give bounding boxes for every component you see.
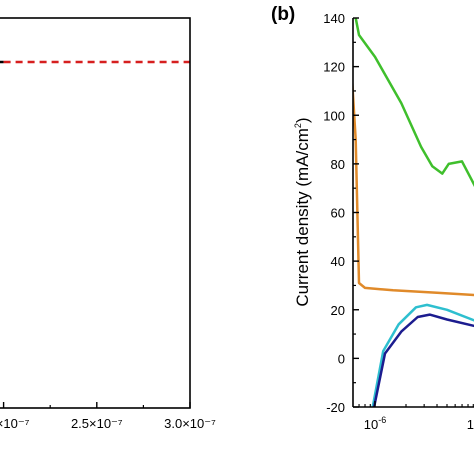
- panel-b-y-tick-label: 0: [338, 351, 345, 366]
- panel-b-y-axis-title: Current density (mA/cm2): [293, 117, 312, 306]
- x-tick-exponent: -6: [378, 415, 386, 425]
- panel-a-x-tick-label: 3.0×10⁻⁷: [164, 416, 216, 431]
- panel-b-series: [353, 18, 474, 407]
- panel-a-ticks: 2.0×10⁻⁷ 2.5×10⁻⁷ 3.0×10⁻⁷: [0, 402, 216, 431]
- panel-b-series-line-3: [372, 313, 474, 407]
- panel-b-y-tick-label: 120: [323, 60, 345, 75]
- panel-a-x-tick-label: 2.5×10⁻⁷: [71, 416, 123, 431]
- y-axis-title-sup: 2: [293, 123, 303, 128]
- panel-b: (b) Current density (mA/cm2) -20 0 20 40 60 8…: [271, 4, 474, 432]
- panel-b-series-line-0: [354, 18, 474, 188]
- x-tick-base: 10: [364, 417, 378, 432]
- panel-b-y-tick-label: 80: [331, 157, 345, 172]
- y-axis-title-end: ): [293, 117, 312, 123]
- panel-a-x-tick-label: 2.0×10⁻⁷: [0, 416, 30, 431]
- panel-b-label: (b): [271, 4, 295, 25]
- panel-b-series-line-2: [371, 303, 474, 407]
- panel-b-y-tick-label: -20: [326, 400, 345, 415]
- y-axis-title-main: Current density (mA/cm: [293, 128, 312, 307]
- panel-b-y-tick-label: 60: [331, 206, 345, 221]
- panel-b-x-tick-label: 10-5: [467, 415, 474, 432]
- panel-a-frame: [0, 17, 191, 409]
- panel-b-series-line-1: [353, 74, 474, 297]
- panel-b-y-tick-label: 100: [323, 108, 345, 123]
- panel-b-y-tick-label: 40: [331, 254, 345, 269]
- panel-b-y-tick-label: 140: [323, 11, 345, 26]
- panel-a: 2.0×10⁻⁷ 2.5×10⁻⁷ 3.0×10⁻⁷: [0, 17, 216, 431]
- panel-b-x-tick-label: 10-6: [364, 415, 386, 432]
- panel-b-y-tick-label: 20: [331, 303, 345, 318]
- x-tick-base: 10: [467, 417, 474, 432]
